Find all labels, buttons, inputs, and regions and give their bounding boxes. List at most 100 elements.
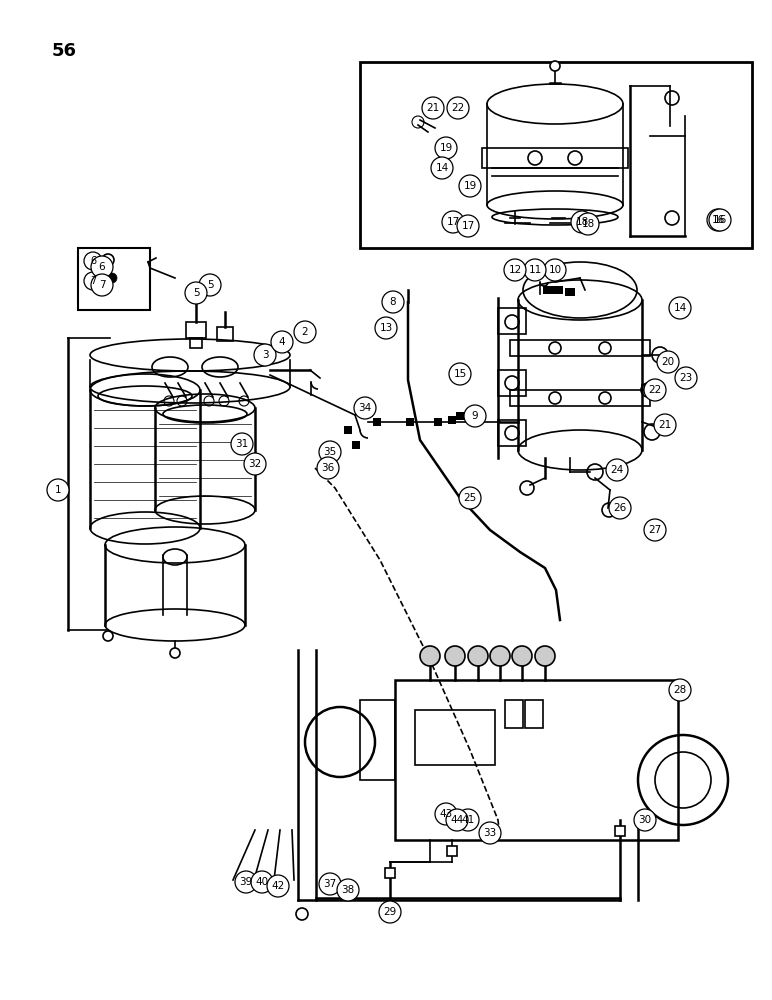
- Text: 5: 5: [193, 288, 199, 298]
- Bar: [395, 680, 678, 840]
- Circle shape: [457, 809, 479, 831]
- Text: 17: 17: [446, 217, 459, 227]
- Text: 18: 18: [575, 217, 588, 227]
- Circle shape: [319, 873, 341, 895]
- Bar: [543, 286, 553, 294]
- Circle shape: [254, 344, 276, 366]
- Text: 35: 35: [323, 447, 337, 457]
- Circle shape: [577, 213, 599, 235]
- Bar: [186, 322, 206, 338]
- Circle shape: [235, 871, 257, 893]
- Text: 4: 4: [279, 337, 286, 347]
- Circle shape: [634, 809, 656, 831]
- Text: 39: 39: [239, 877, 252, 887]
- Circle shape: [544, 259, 566, 281]
- Circle shape: [267, 875, 289, 897]
- Bar: [78, 248, 150, 310]
- Bar: [434, 418, 442, 426]
- Text: 29: 29: [384, 907, 397, 917]
- Text: 21: 21: [659, 420, 672, 430]
- Circle shape: [251, 871, 273, 893]
- Bar: [482, 148, 628, 168]
- Circle shape: [431, 157, 453, 179]
- Circle shape: [435, 803, 457, 825]
- Text: 33: 33: [483, 828, 496, 838]
- Circle shape: [420, 646, 440, 666]
- Text: 41: 41: [462, 815, 475, 825]
- Bar: [505, 700, 523, 728]
- Circle shape: [644, 519, 666, 541]
- Bar: [385, 868, 395, 878]
- Bar: [415, 710, 495, 765]
- Text: 44: 44: [450, 815, 464, 825]
- Text: 22: 22: [452, 103, 465, 113]
- Circle shape: [654, 414, 676, 436]
- Text: 34: 34: [358, 403, 371, 413]
- Circle shape: [447, 97, 469, 119]
- Circle shape: [199, 274, 221, 296]
- Text: 23: 23: [679, 373, 692, 383]
- Circle shape: [459, 487, 481, 509]
- Text: 12: 12: [509, 265, 522, 275]
- Text: 31: 31: [235, 439, 249, 449]
- Circle shape: [468, 646, 488, 666]
- Circle shape: [375, 317, 397, 339]
- Circle shape: [709, 209, 731, 231]
- Text: 56: 56: [52, 42, 77, 60]
- Circle shape: [84, 252, 102, 270]
- Text: 20: 20: [662, 357, 675, 367]
- Text: 42: 42: [272, 881, 285, 891]
- Bar: [498, 308, 526, 334]
- Circle shape: [459, 175, 481, 197]
- Text: 15: 15: [453, 369, 466, 379]
- Text: 19: 19: [439, 143, 452, 153]
- Text: 18: 18: [581, 219, 594, 229]
- Text: 2: 2: [302, 327, 308, 337]
- Circle shape: [271, 331, 293, 353]
- Text: 22: 22: [648, 385, 662, 395]
- Text: 7: 7: [90, 276, 96, 286]
- Bar: [360, 700, 395, 780]
- Text: 3: 3: [262, 350, 269, 360]
- Text: 7: 7: [99, 280, 105, 290]
- Bar: [498, 420, 526, 446]
- Circle shape: [319, 441, 341, 463]
- Bar: [344, 426, 352, 434]
- Circle shape: [449, 363, 471, 385]
- Circle shape: [442, 211, 464, 233]
- Circle shape: [379, 901, 401, 923]
- Circle shape: [669, 297, 691, 319]
- Circle shape: [464, 405, 486, 427]
- Text: 14: 14: [673, 303, 686, 313]
- Bar: [510, 390, 650, 406]
- Text: 16: 16: [711, 215, 725, 225]
- Bar: [217, 327, 233, 341]
- Circle shape: [609, 497, 631, 519]
- Text: 11: 11: [528, 265, 542, 275]
- Circle shape: [445, 646, 465, 666]
- Bar: [553, 286, 563, 294]
- Text: 16: 16: [713, 215, 726, 225]
- Circle shape: [185, 282, 207, 304]
- Text: 5: 5: [207, 280, 213, 290]
- Text: 27: 27: [648, 525, 662, 535]
- Bar: [448, 416, 456, 424]
- Text: 37: 37: [323, 879, 337, 889]
- Circle shape: [107, 273, 117, 283]
- Circle shape: [91, 256, 113, 278]
- Text: 1: 1: [55, 485, 61, 495]
- Text: 24: 24: [611, 465, 624, 475]
- Circle shape: [644, 379, 666, 401]
- Bar: [406, 418, 414, 426]
- Bar: [615, 826, 625, 836]
- Text: 17: 17: [462, 221, 475, 231]
- Circle shape: [707, 209, 729, 231]
- Circle shape: [606, 459, 628, 481]
- Circle shape: [435, 137, 457, 159]
- Bar: [498, 370, 526, 396]
- Bar: [447, 846, 457, 856]
- Text: 36: 36: [321, 463, 334, 473]
- Bar: [352, 441, 360, 449]
- Circle shape: [84, 272, 102, 290]
- Circle shape: [103, 631, 113, 641]
